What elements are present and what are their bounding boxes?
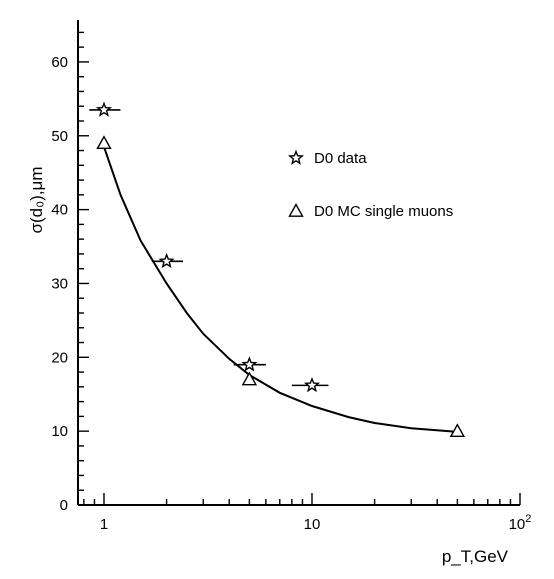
ticks [78,31,521,506]
data-point-star [158,252,175,269]
axes [77,20,520,506]
data-point-triangle [449,423,466,438]
legend: D0 data D0 MC single muons [287,149,453,220]
tick-labels: 0 10 20 30 40 50 60 1 10 102 [51,54,531,533]
y-tick-label: 20 [51,349,68,366]
legend-label: D0 MC single muons [314,203,453,220]
x-tick-label: 1 [100,516,108,533]
y-tick-label: 0 [60,497,68,514]
y-tick-label: 30 [51,275,68,292]
y-tick-label: 40 [51,202,68,219]
legend-marker-triangle [288,203,304,217]
data-point-star [95,101,113,117]
y-tick-label: 10 [51,423,68,440]
legend-marker-star [287,149,305,165]
data-point-star [303,376,321,393]
markers [89,101,466,438]
x-tick-label: 10 [304,516,321,533]
y-axis-label: σ(d₀),μm [27,166,46,233]
data-point-star [241,356,258,372]
legend-label: D0 data [314,150,367,167]
x-tick-label: 102 [509,513,532,533]
y-tick-label: 50 [51,128,68,145]
data-point-triangle [241,371,258,386]
data-point-triangle [96,135,112,150]
fit-curve [103,146,458,433]
x-axis-label: p_T,GeV [442,547,509,566]
y-tick-label: 60 [51,54,68,71]
